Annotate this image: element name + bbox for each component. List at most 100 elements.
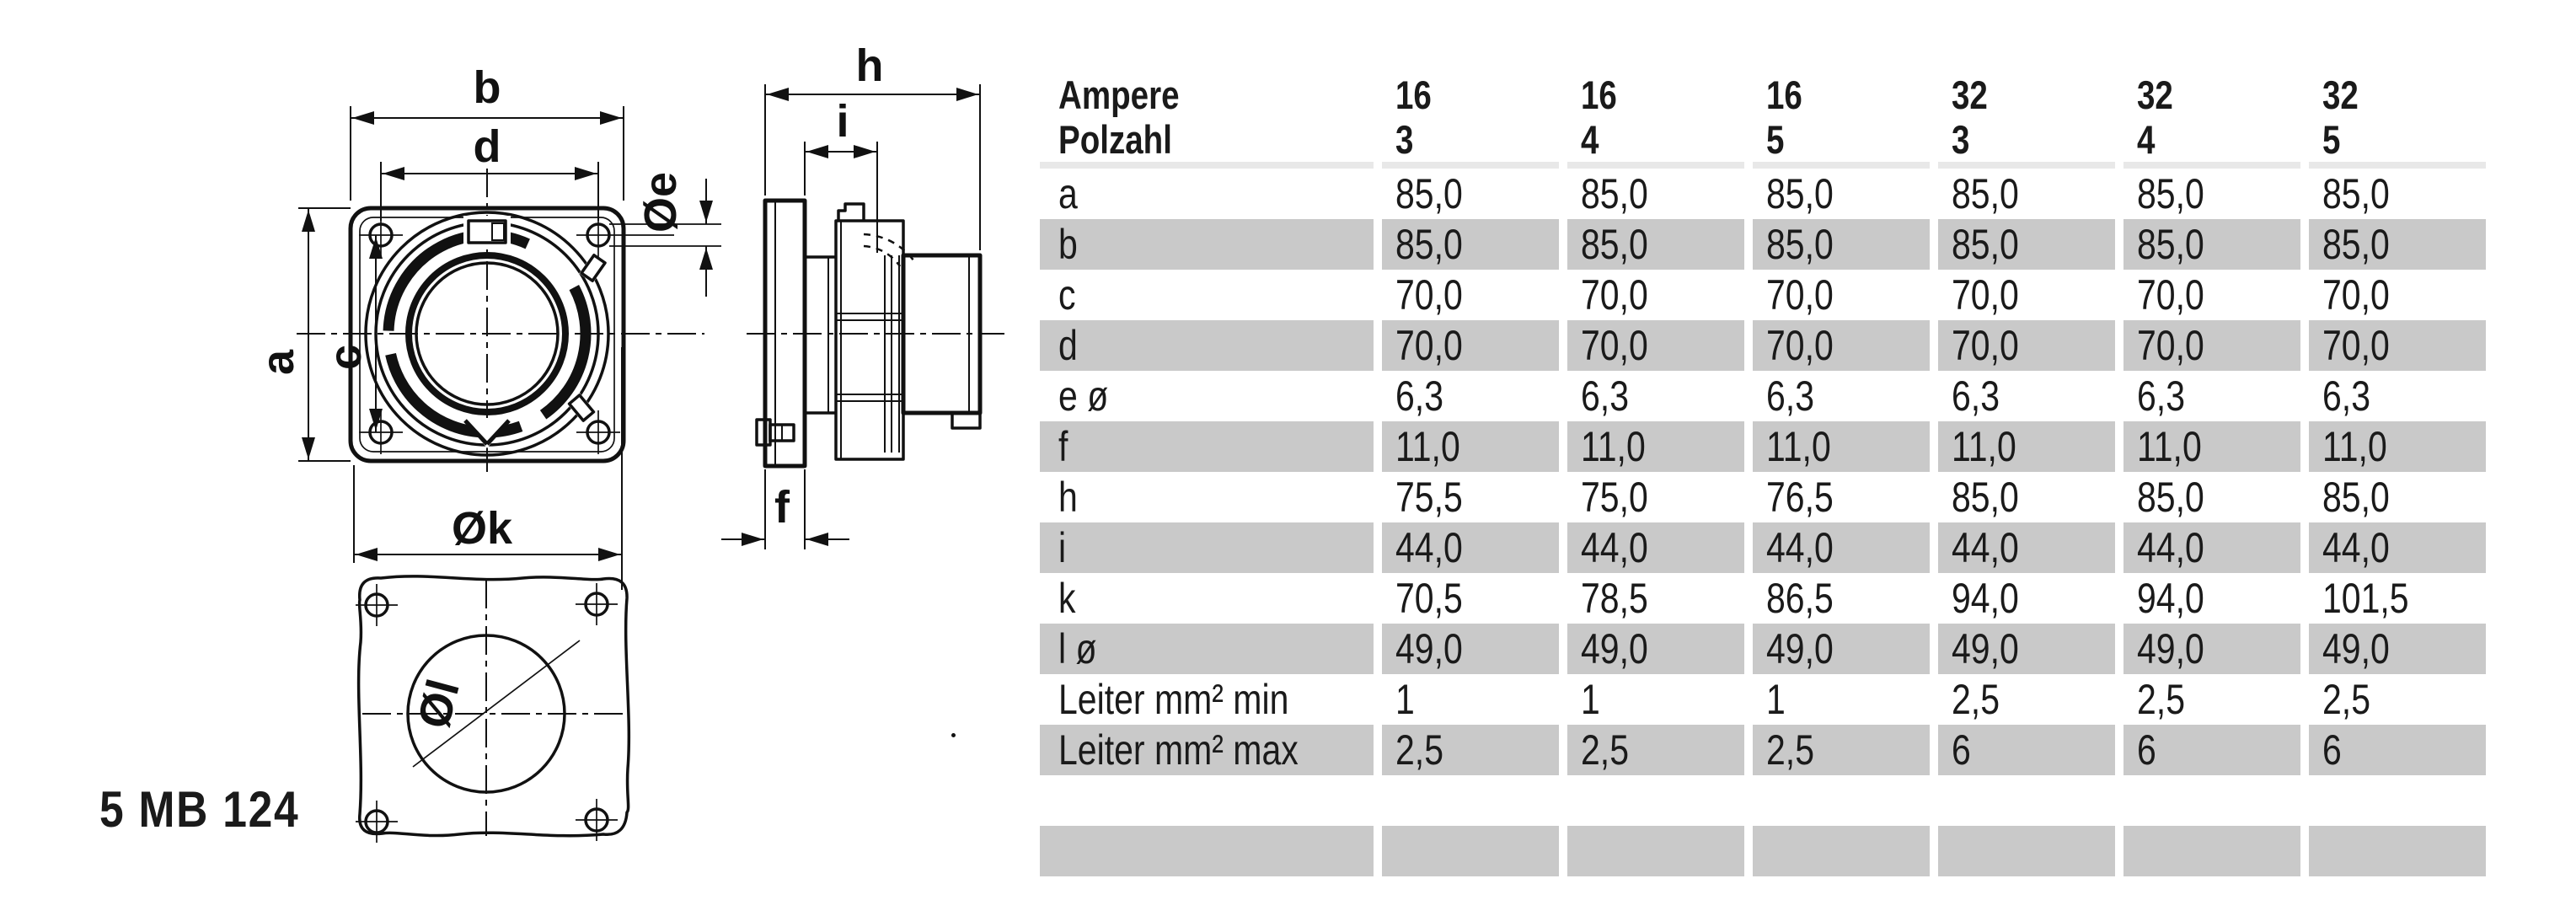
row-value: 11,0 (1753, 421, 1930, 472)
row-value-text: 85,0 (1766, 221, 1834, 268)
row-value: 85,0 (2309, 472, 2486, 522)
row-value-text: 49,0 (2137, 625, 2204, 672)
row-value: 85,0 (1753, 169, 1930, 219)
row-value-text: 2,5 (2137, 676, 2186, 723)
row-label: f (1040, 421, 1374, 472)
header-value: 5 (1753, 117, 1930, 162)
header-value-text: 32 (2322, 72, 2359, 117)
dim-k: Øk (353, 347, 623, 590)
row-value-text: 86,5 (1766, 575, 1834, 622)
row-value (1567, 826, 1744, 876)
spec-table: Ampere 16 16 16 32 32 32 Polzahl 3 4 5 3 4 5 a 85,0 85,0… (1040, 72, 2486, 876)
header-value-text: 5 (2322, 117, 2341, 162)
row-value-text: 49,0 (1766, 625, 1834, 672)
row-label: Leiter mm² min (1040, 674, 1374, 725)
header-label: Ampere (1040, 72, 1374, 117)
header-value: 4 (2123, 117, 2300, 162)
dim-label-k: Øk (452, 503, 513, 554)
row-value: 2,5 (1382, 725, 1559, 775)
row-value: 6 (2123, 725, 2300, 775)
row-value-text: 49,0 (2322, 625, 2390, 672)
dim-label-b: b (474, 62, 501, 113)
row-value-text: 85,0 (1952, 170, 2019, 217)
header-value-text: 16 (1581, 72, 1617, 117)
row-value-text: 85,0 (2137, 170, 2204, 217)
row-value: 85,0 (1382, 219, 1559, 270)
row-value: 70,0 (1567, 320, 1744, 371)
header-label-text: Polzahl (1058, 117, 1172, 162)
row-value: 44,0 (2309, 522, 2486, 573)
row-label: Leiter mm² max (1040, 725, 1374, 775)
row-value: 44,0 (1567, 522, 1744, 573)
row-value-text: 44,0 (2322, 524, 2390, 571)
row-value-text: 94,0 (1952, 575, 2019, 622)
row-value: 70,0 (2309, 270, 2486, 320)
row-value-text: 11,0 (1952, 423, 2016, 470)
row-value: 85,0 (2309, 169, 2486, 219)
front-view: b d a c (253, 62, 721, 590)
row-value-text: 75,5 (1395, 474, 1463, 521)
row-value: 85,0 (2123, 169, 2300, 219)
row-value: 1 (1753, 674, 1930, 725)
header-value: 16 (1382, 72, 1559, 117)
row-value-text: 85,0 (1952, 474, 2019, 521)
row-value (1938, 826, 2115, 876)
row-value: 85,0 (1567, 169, 1744, 219)
row-label: d (1040, 320, 1374, 371)
row-value-text: 6,3 (1766, 372, 1815, 420)
row-value-text: 2,5 (1395, 726, 1444, 774)
row-value-text: 11,0 (1581, 423, 1646, 470)
row-value: 2,5 (2123, 674, 2300, 725)
row-value-text: 70,0 (1581, 271, 1648, 319)
header-rule (1567, 162, 1744, 169)
row-value: 70,0 (2123, 320, 2300, 371)
header-value-text: 5 (1766, 117, 1785, 162)
row-value: 76,5 (1753, 472, 1930, 522)
row-value-text: 85,0 (1395, 221, 1463, 268)
header-value-text: 4 (2137, 117, 2156, 162)
row-label: c (1040, 270, 1374, 320)
row-label: e ø (1040, 371, 1374, 421)
row-label: k (1040, 573, 1374, 624)
row-value: 75,5 (1382, 472, 1559, 522)
row-value: 70,0 (1753, 270, 1930, 320)
row-value: 11,0 (1938, 421, 2115, 472)
row-value: 85,0 (1938, 169, 2115, 219)
row-value: 2,5 (1938, 674, 2115, 725)
bottom-view: Øl (356, 575, 631, 843)
row-value: 70,0 (1382, 270, 1559, 320)
header-value-text: 32 (2137, 72, 2173, 117)
row-value-text: 85,0 (1395, 170, 1463, 217)
row-value: 6,3 (2309, 371, 2486, 421)
row-value: 70,0 (1382, 320, 1559, 371)
row-value-text: 75,0 (1581, 474, 1648, 521)
header-value-text: 32 (1952, 72, 1988, 117)
row-value-text: 85,0 (1581, 170, 1648, 217)
dim-label-a: a (253, 349, 303, 375)
row-value-text: 70,0 (1952, 322, 2019, 369)
dimension-drawing: b d a c (253, 40, 1004, 843)
header-value-text: 3 (1952, 117, 1970, 162)
dim-label-e: Øe (635, 172, 686, 233)
row-value: 49,0 (2309, 624, 2486, 674)
product-code: 5 MB 124 (99, 781, 300, 838)
header-rule (1938, 162, 2115, 169)
row-value-text: 6,3 (1395, 372, 1444, 420)
row-value-text: 49,0 (1581, 625, 1648, 672)
row-label-text: c (1058, 271, 1076, 319)
row-label: h (1040, 472, 1374, 522)
row-value: 1 (1567, 674, 1744, 725)
row-value-text: 76,5 (1766, 474, 1834, 521)
row-value-text: 85,0 (2322, 170, 2390, 217)
row-value-text: 2,5 (2322, 676, 2371, 723)
dim-e: Øe (609, 172, 721, 297)
row-value: 70,0 (2123, 270, 2300, 320)
row-value-text: 6,3 (2322, 372, 2371, 420)
header-value: 5 (2309, 117, 2486, 162)
row-value: 70,0 (2309, 320, 2486, 371)
header-value: 16 (1753, 72, 1930, 117)
row-value-text: 85,0 (2137, 474, 2204, 521)
row-value: 6 (2309, 725, 2486, 775)
row-value-text: 70,0 (1395, 322, 1463, 369)
